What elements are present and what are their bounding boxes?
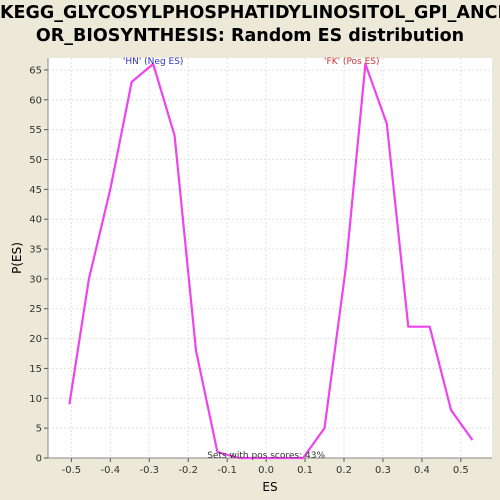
annotation-label: 'HN' (Neg ES) xyxy=(123,57,184,67)
annotation-label: Sets with pos scores: 43% xyxy=(207,451,325,461)
chart-title-line1: KEGG_GLYCOSYLPHOSPHATIDYLINOSITOL_GPI_AN… xyxy=(0,3,500,23)
y-tick-label: 5 xyxy=(36,424,42,435)
y-tick-label: 45 xyxy=(29,185,42,196)
y-tick-label: 15 xyxy=(29,364,42,375)
annotation-layer: 'HN' (Neg ES) 'FK' (Pos ES) Sets with pos … xyxy=(123,57,380,461)
y-axis-label: P(ES) xyxy=(10,242,24,274)
y-tick-label: 10 xyxy=(29,394,42,405)
plot-area xyxy=(48,58,492,458)
series-layer xyxy=(68,62,474,460)
y-tick-label: 0 xyxy=(36,454,42,465)
y-tick-label: 65 xyxy=(29,65,42,76)
annotation-label: 'FK' (Pos ES) xyxy=(324,57,379,67)
y-tick-label: 40 xyxy=(29,215,42,226)
y-tick-label: 50 xyxy=(29,155,42,166)
x-tick-label: 0.3 xyxy=(375,465,391,476)
y-tick-label: 55 xyxy=(29,125,42,136)
y-tick-label: 35 xyxy=(29,245,42,256)
series-line xyxy=(68,62,474,460)
x-tick-label: 0.1 xyxy=(297,465,313,476)
axes: -0.5 -0.4 -0.3 -0.2 -0.1 0.0 0.1 0.2 0.3 0.4 0.5 0 5… xyxy=(29,58,492,476)
y-tick-label: 60 xyxy=(29,95,42,106)
x-axis-label: ES xyxy=(262,480,277,494)
chart-title: KEGG_GLYCOSYLPHOSPHATIDYLINOSITOL_GPI_AN… xyxy=(0,2,500,48)
x-tick-label: -0.1 xyxy=(217,465,237,476)
x-tick-label: -0.3 xyxy=(140,465,160,476)
x-tick-label: -0.4 xyxy=(101,465,121,476)
y-tick-label: 25 xyxy=(29,304,42,315)
x-tick-label: -0.2 xyxy=(178,465,198,476)
x-tick-label: 0.4 xyxy=(414,465,430,476)
x-tick-label: 0.2 xyxy=(336,465,352,476)
x-tick-label: -0.5 xyxy=(62,465,82,476)
y-tick-label: 20 xyxy=(29,334,42,345)
chart-title-line2: OR_BIOSYNTHESIS: Random ES distribution xyxy=(35,26,465,46)
x-tick-label: 0.0 xyxy=(258,465,274,476)
x-tick-label: 0.5 xyxy=(453,465,469,476)
y-tick-label: 30 xyxy=(29,274,42,285)
